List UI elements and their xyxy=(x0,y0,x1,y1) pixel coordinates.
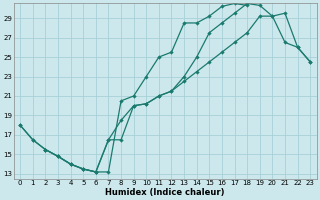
X-axis label: Humidex (Indice chaleur): Humidex (Indice chaleur) xyxy=(106,188,225,197)
